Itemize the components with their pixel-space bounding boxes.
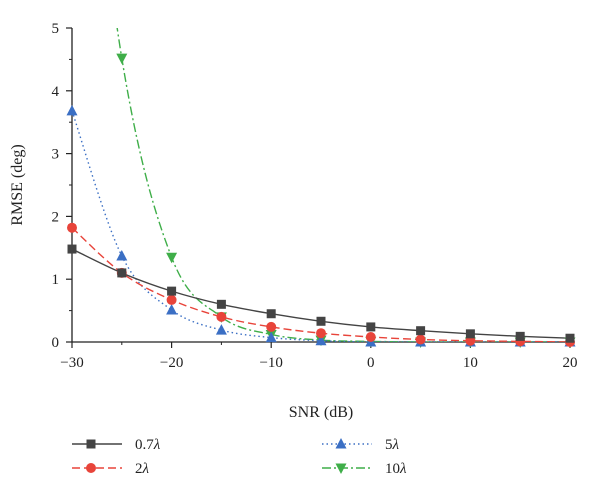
x-tick-label: 0	[367, 355, 375, 371]
data-point	[116, 249, 128, 261]
legend-marker	[86, 463, 96, 473]
data-point	[515, 331, 525, 341]
data-point	[166, 303, 178, 315]
data-point	[416, 326, 426, 336]
data-point	[215, 324, 227, 335]
data-point	[216, 311, 227, 322]
data-point	[117, 268, 127, 278]
y-tick-label: 5	[52, 21, 60, 37]
data-point	[316, 316, 326, 326]
x-tick-label: 10	[463, 355, 478, 371]
data-point	[316, 328, 326, 339]
axes: −30 −20 −10 0 10 20 0 1 2 3 4 5	[52, 21, 578, 371]
data-point	[67, 244, 77, 254]
legend-marker	[335, 463, 347, 474]
series-line-2	[72, 110, 570, 342]
data-point	[266, 321, 277, 332]
legend-label: 5λ	[385, 437, 400, 453]
markers-layer	[66, 53, 576, 348]
y-tick-label: 1	[52, 272, 60, 288]
x-tick-label: −10	[259, 355, 282, 371]
data-point	[565, 333, 575, 343]
data-point	[366, 322, 376, 332]
x-tick-label: −30	[60, 355, 83, 371]
data-point	[266, 309, 276, 319]
x-tick-label: −20	[160, 355, 183, 371]
data-point	[166, 294, 177, 305]
data-point	[415, 334, 426, 345]
data-point	[116, 53, 128, 65]
legend-marker	[86, 439, 96, 449]
data-point	[66, 104, 78, 116]
data-point	[465, 329, 475, 339]
x-axis-title: SNR (dB)	[289, 404, 353, 421]
y-tick-label: 4	[52, 84, 60, 100]
y-tick-label: 2	[52, 209, 60, 225]
y-axis-title: RMSE (deg)	[9, 144, 26, 225]
data-point	[315, 334, 327, 346]
y-tick-label: 0	[52, 335, 60, 351]
data-point	[265, 331, 277, 343]
data-point	[166, 252, 178, 264]
legend: 0.7λ 2λ 5λ 10λ	[72, 437, 407, 477]
series-layer	[72, 28, 570, 342]
y-tick-label: 3	[52, 147, 60, 163]
legend-label: 10λ	[385, 461, 407, 477]
data-point	[216, 299, 226, 309]
legend-label: 0.7λ	[135, 437, 161, 453]
data-point	[167, 286, 177, 296]
legend-marker	[335, 438, 347, 449]
x-tick-label: 20	[563, 355, 578, 371]
data-point	[67, 222, 77, 233]
data-point	[365, 331, 376, 342]
legend-label: 2λ	[135, 461, 150, 477]
series-line-3	[116, 28, 570, 342]
